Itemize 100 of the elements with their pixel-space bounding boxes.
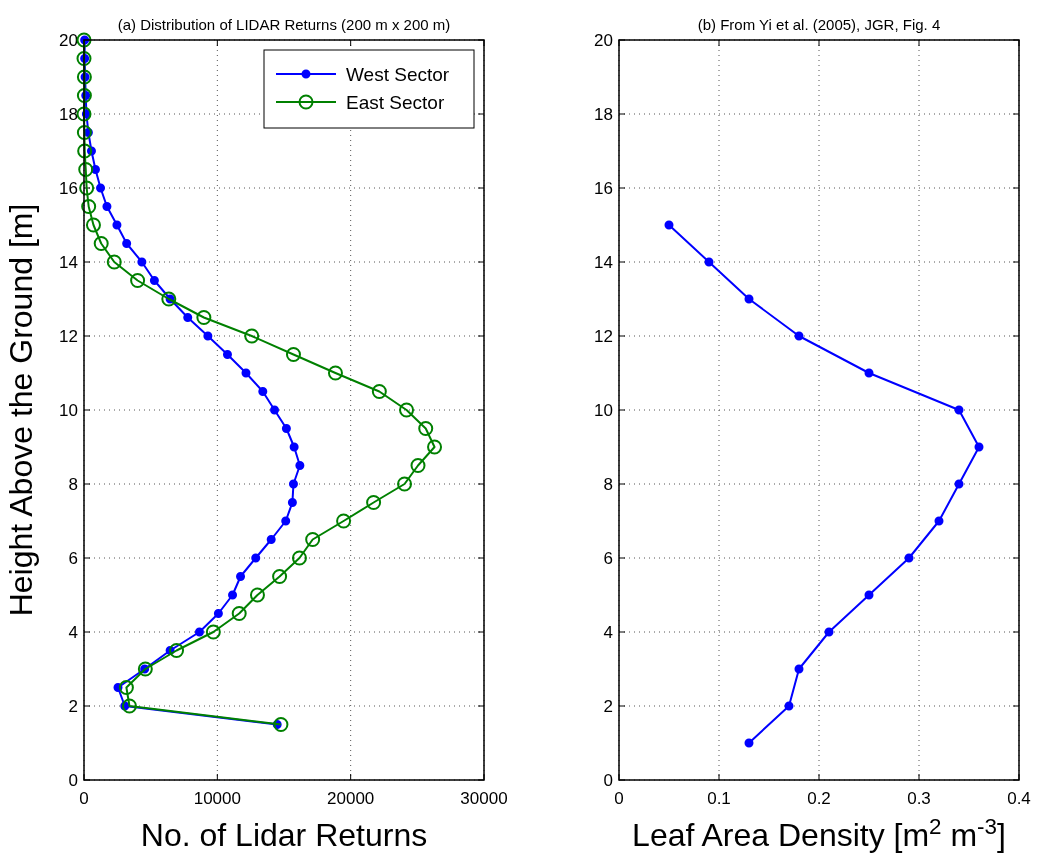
point — [76, 125, 92, 140]
point — [194, 627, 204, 637]
point — [371, 384, 387, 399]
point — [397, 476, 413, 492]
point — [244, 328, 260, 344]
y-tick-label: 8 — [68, 475, 78, 494]
point — [954, 479, 964, 489]
y-tick-label: 20 — [594, 31, 613, 50]
y-tick-label: 6 — [603, 549, 613, 568]
point — [137, 257, 147, 267]
y-tick-label: 0 — [68, 771, 78, 790]
point — [904, 553, 914, 563]
point — [327, 365, 343, 381]
y-tick-label: 12 — [59, 327, 78, 346]
point — [281, 516, 291, 526]
y-tick-label: 0 — [603, 771, 613, 790]
point — [231, 606, 247, 621]
y-tick-label: 14 — [594, 253, 613, 272]
point — [418, 421, 434, 436]
point — [273, 717, 289, 732]
point — [427, 439, 443, 455]
point — [864, 368, 874, 378]
point — [122, 239, 132, 248]
y-tick-label: 12 — [594, 327, 613, 346]
point — [794, 664, 804, 674]
y-tick-label: 10 — [59, 401, 78, 420]
point — [78, 162, 94, 177]
point — [784, 701, 794, 711]
point — [213, 609, 223, 618]
y-tick-label: 16 — [59, 179, 78, 198]
point — [251, 553, 261, 563]
point — [76, 106, 92, 122]
y-tick-label: 16 — [594, 179, 613, 198]
x-tick-label: 0.4 — [1007, 789, 1031, 808]
point — [336, 513, 352, 529]
point — [169, 643, 185, 658]
point — [285, 347, 301, 362]
point — [794, 331, 804, 341]
point — [410, 458, 426, 473]
point — [291, 550, 307, 566]
point — [93, 236, 109, 251]
point — [196, 310, 212, 325]
y-tick-label: 4 — [68, 623, 78, 642]
point — [974, 442, 984, 452]
point — [112, 220, 122, 230]
chart-title: (b) From Yi et al. (2005), JGR, Fig. 4 — [697, 16, 941, 33]
y-tick-label: 4 — [603, 623, 613, 642]
point — [130, 273, 146, 288]
y-tick-label: 14 — [59, 253, 78, 272]
point — [289, 442, 299, 452]
y-tick-label: 20 — [59, 31, 78, 50]
x-tick-label: 30000 — [460, 789, 508, 808]
point — [118, 680, 134, 695]
point — [121, 698, 137, 714]
y-tick-label: 2 — [68, 697, 78, 716]
point — [222, 350, 232, 359]
y-axis-title: Height Above the Ground [m] — [3, 203, 39, 617]
point — [76, 88, 92, 103]
point — [77, 143, 93, 159]
point — [149, 276, 159, 285]
point — [106, 254, 122, 270]
point — [96, 183, 106, 193]
point — [744, 738, 754, 748]
y-tick-label: 8 — [603, 475, 613, 494]
point — [664, 220, 674, 230]
point — [76, 51, 92, 66]
point — [228, 590, 238, 600]
point — [864, 590, 874, 600]
point — [704, 257, 714, 267]
point — [270, 405, 280, 415]
point — [249, 587, 265, 603]
legend-label: East Sector — [346, 92, 445, 113]
point — [954, 405, 964, 415]
x-tick-label: 0.2 — [807, 789, 831, 808]
point — [258, 387, 268, 396]
point — [744, 294, 754, 304]
y-tick-label: 2 — [603, 697, 613, 716]
legend-label: West Sector — [346, 64, 450, 85]
point — [824, 627, 834, 637]
point — [85, 217, 101, 233]
point — [281, 424, 291, 433]
point — [241, 368, 251, 378]
y-tick-label: 18 — [594, 105, 613, 124]
point — [102, 202, 112, 211]
point — [287, 498, 297, 507]
x-tick-label: 0.1 — [707, 789, 731, 808]
y-tick-label: 18 — [59, 105, 78, 124]
point — [236, 572, 246, 581]
y-tick-label: 10 — [594, 401, 613, 420]
point — [266, 535, 276, 544]
point — [76, 32, 92, 48]
point — [934, 516, 944, 526]
y-tick-label: 6 — [68, 549, 78, 568]
point — [205, 624, 221, 640]
point — [366, 495, 382, 510]
point — [295, 461, 305, 470]
point — [76, 69, 92, 85]
point — [399, 402, 415, 418]
point — [183, 313, 193, 322]
x-tick-label: 10000 — [193, 789, 241, 808]
